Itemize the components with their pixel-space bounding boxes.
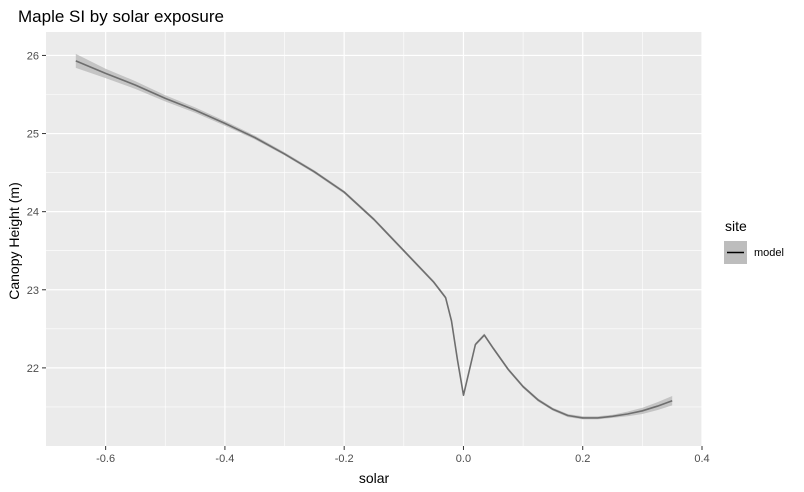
x-tick-label: -0.6 [96,453,115,465]
plot-panel [46,32,702,446]
minor-grid [46,32,702,446]
x-tick-label: 0.2 [575,453,590,465]
y-tick-label: 26 [27,50,39,62]
series-layer [75,53,673,420]
series-line-model [75,60,673,419]
y-axis: 22 23 24 25 26 [27,50,46,375]
y-tick-label: 25 [27,129,39,141]
legend-title: site [725,218,747,234]
x-axis: -0.6 -0.4 -0.2 0.0 0.2 0.4 [96,446,710,465]
x-axis-title: solar [359,470,390,486]
major-grid [46,32,703,446]
legend-label-model: model [754,247,784,259]
x-tick-label: -0.2 [335,453,354,465]
chart-title: Maple SI by solar exposure [18,7,224,26]
y-axis-title: Canopy Height (m) [6,182,22,300]
x-tick-label: -0.4 [215,453,234,465]
x-tick-label: 0.4 [694,453,709,465]
y-tick-label: 23 [27,285,39,297]
y-tick-label: 24 [27,207,39,219]
x-tick-label: 0.0 [456,453,471,465]
y-tick-label: 22 [27,363,39,375]
legend: site model [724,218,784,264]
